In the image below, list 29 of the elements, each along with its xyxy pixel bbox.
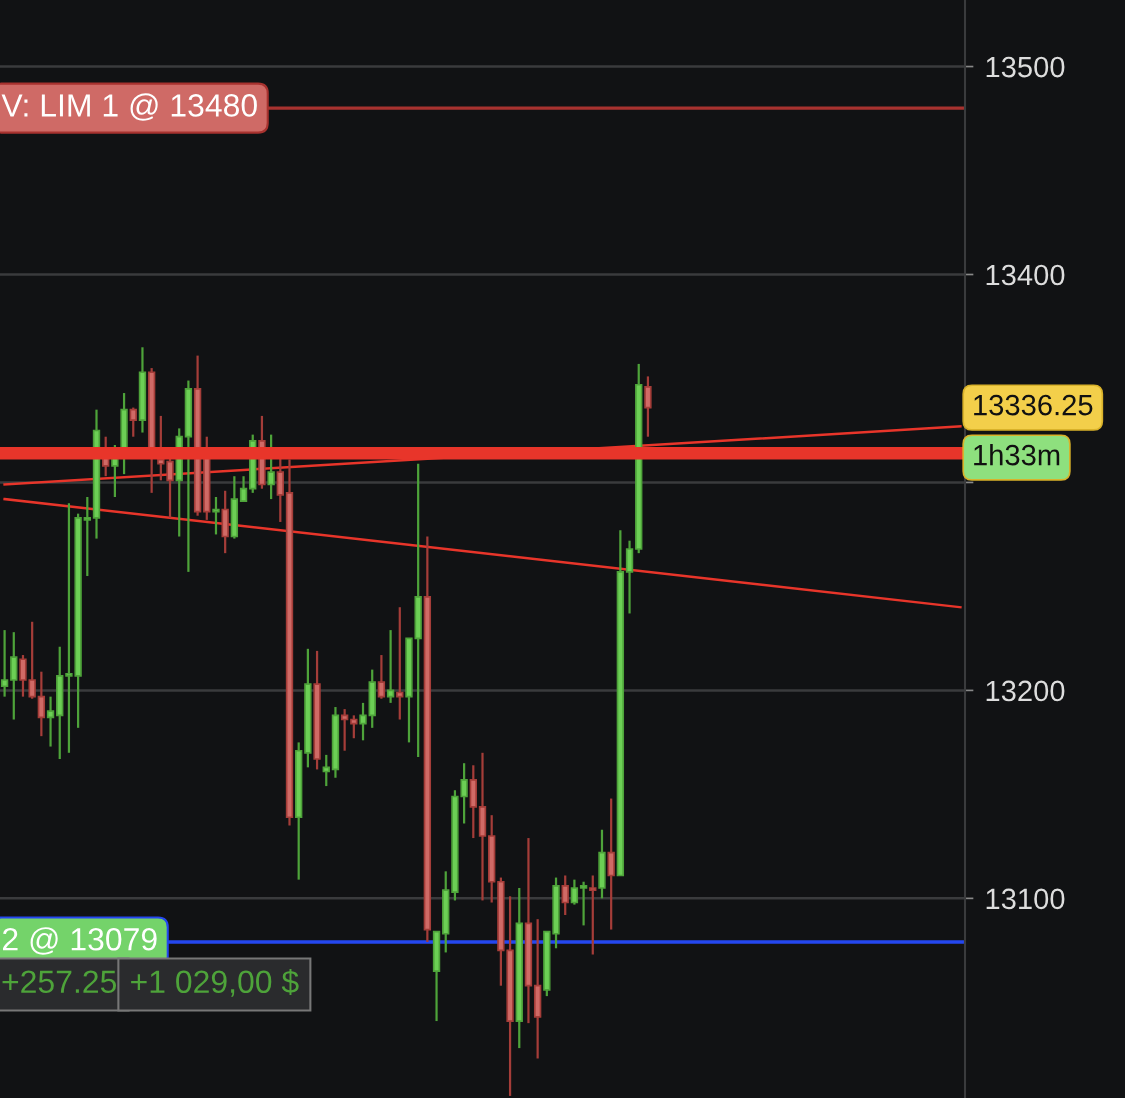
candlestick <box>561 874 569 917</box>
candlestick <box>83 495 91 578</box>
annotation: +1 029,00 $ <box>131 969 299 997</box>
candlestick <box>589 874 597 956</box>
candlestick <box>625 539 634 615</box>
candlestick <box>212 495 220 536</box>
candlestick <box>46 695 55 748</box>
y-tick-label: 13200 <box>986 680 1065 702</box>
y-tick-label: 13500 <box>986 56 1065 78</box>
candlestick <box>129 406 137 438</box>
candlestick <box>0 628 9 698</box>
ref-line-label: V: LIM 1 @ 13480 <box>1 93 257 121</box>
text: 1h33m <box>974 444 1060 466</box>
candlestick <box>607 797 615 931</box>
candlestick <box>10 631 18 721</box>
candlestick <box>359 701 367 742</box>
candlestick <box>570 878 579 906</box>
candlestick <box>350 714 358 740</box>
y-tick-label: 13400 <box>986 264 1065 286</box>
candlestick <box>579 880 588 927</box>
y-tick-label: 13100 <box>986 888 1065 910</box>
annotation: +257.25 <box>2 970 117 994</box>
candlestick <box>37 670 46 738</box>
candlestick <box>267 433 275 501</box>
text: 13336.25 <box>974 394 1093 416</box>
ref-line-label: 2 @ 13079 <box>3 927 157 955</box>
candlestick <box>239 475 248 503</box>
candlestick <box>377 653 386 700</box>
candlestick <box>644 375 652 438</box>
